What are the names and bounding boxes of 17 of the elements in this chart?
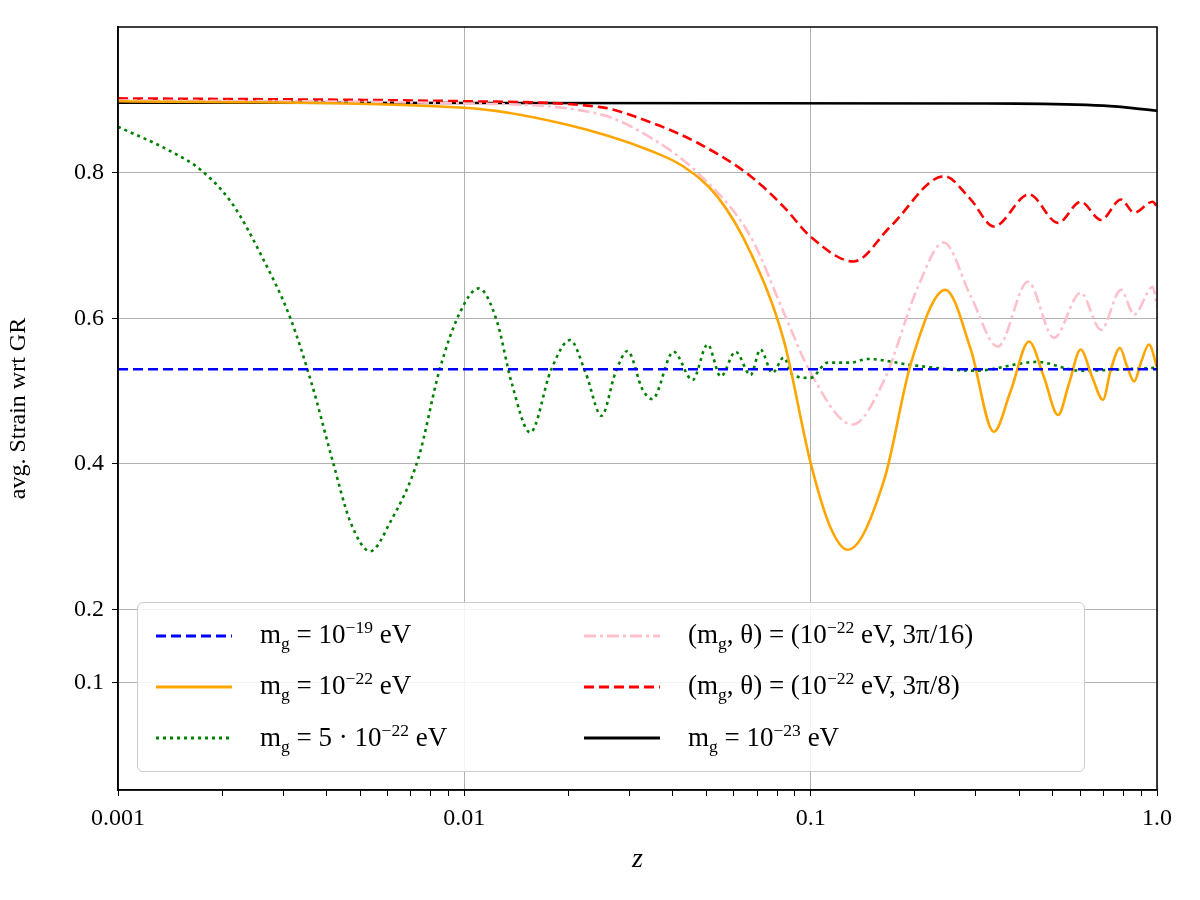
- y-axis-title: avg. Strain wrt GR: [3, 317, 30, 500]
- x-tick-label: 0.001: [91, 803, 145, 830]
- legend-label: (m$_{g}$, θ) = (10$^{−22}$ eV, 3π/16): [687, 616, 974, 655]
- legend-label: m$_{g}$ = 10$^{−23}$ eV: [687, 719, 840, 757]
- y-tick-label: 0.6: [74, 303, 104, 330]
- x-axis-title: z: [631, 841, 644, 873]
- legend-label: (m$_{g}$, θ) = (10$^{−22}$ eV, 3π/8): [687, 668, 960, 706]
- y-tick-label: 0.4: [74, 449, 104, 476]
- x-tick-label: 0.01: [443, 803, 486, 830]
- x-tick-label: 1.0: [1142, 803, 1172, 830]
- legend-label: m$_{g}$ = 5 · 10$^{−22}$ eV: [260, 719, 448, 757]
- legend-label: m$_{g}$ = 10$^{−22}$ eV: [260, 668, 412, 706]
- legend-label: m$_{g}$ = 10$^{−19}$ eV: [260, 616, 412, 655]
- y-tick-label: 0.1: [74, 667, 104, 694]
- x-tick-label: 0.1: [795, 803, 826, 830]
- y-tick-label: 0.2: [74, 594, 104, 621]
- y-tick-label: 0.8: [74, 157, 104, 184]
